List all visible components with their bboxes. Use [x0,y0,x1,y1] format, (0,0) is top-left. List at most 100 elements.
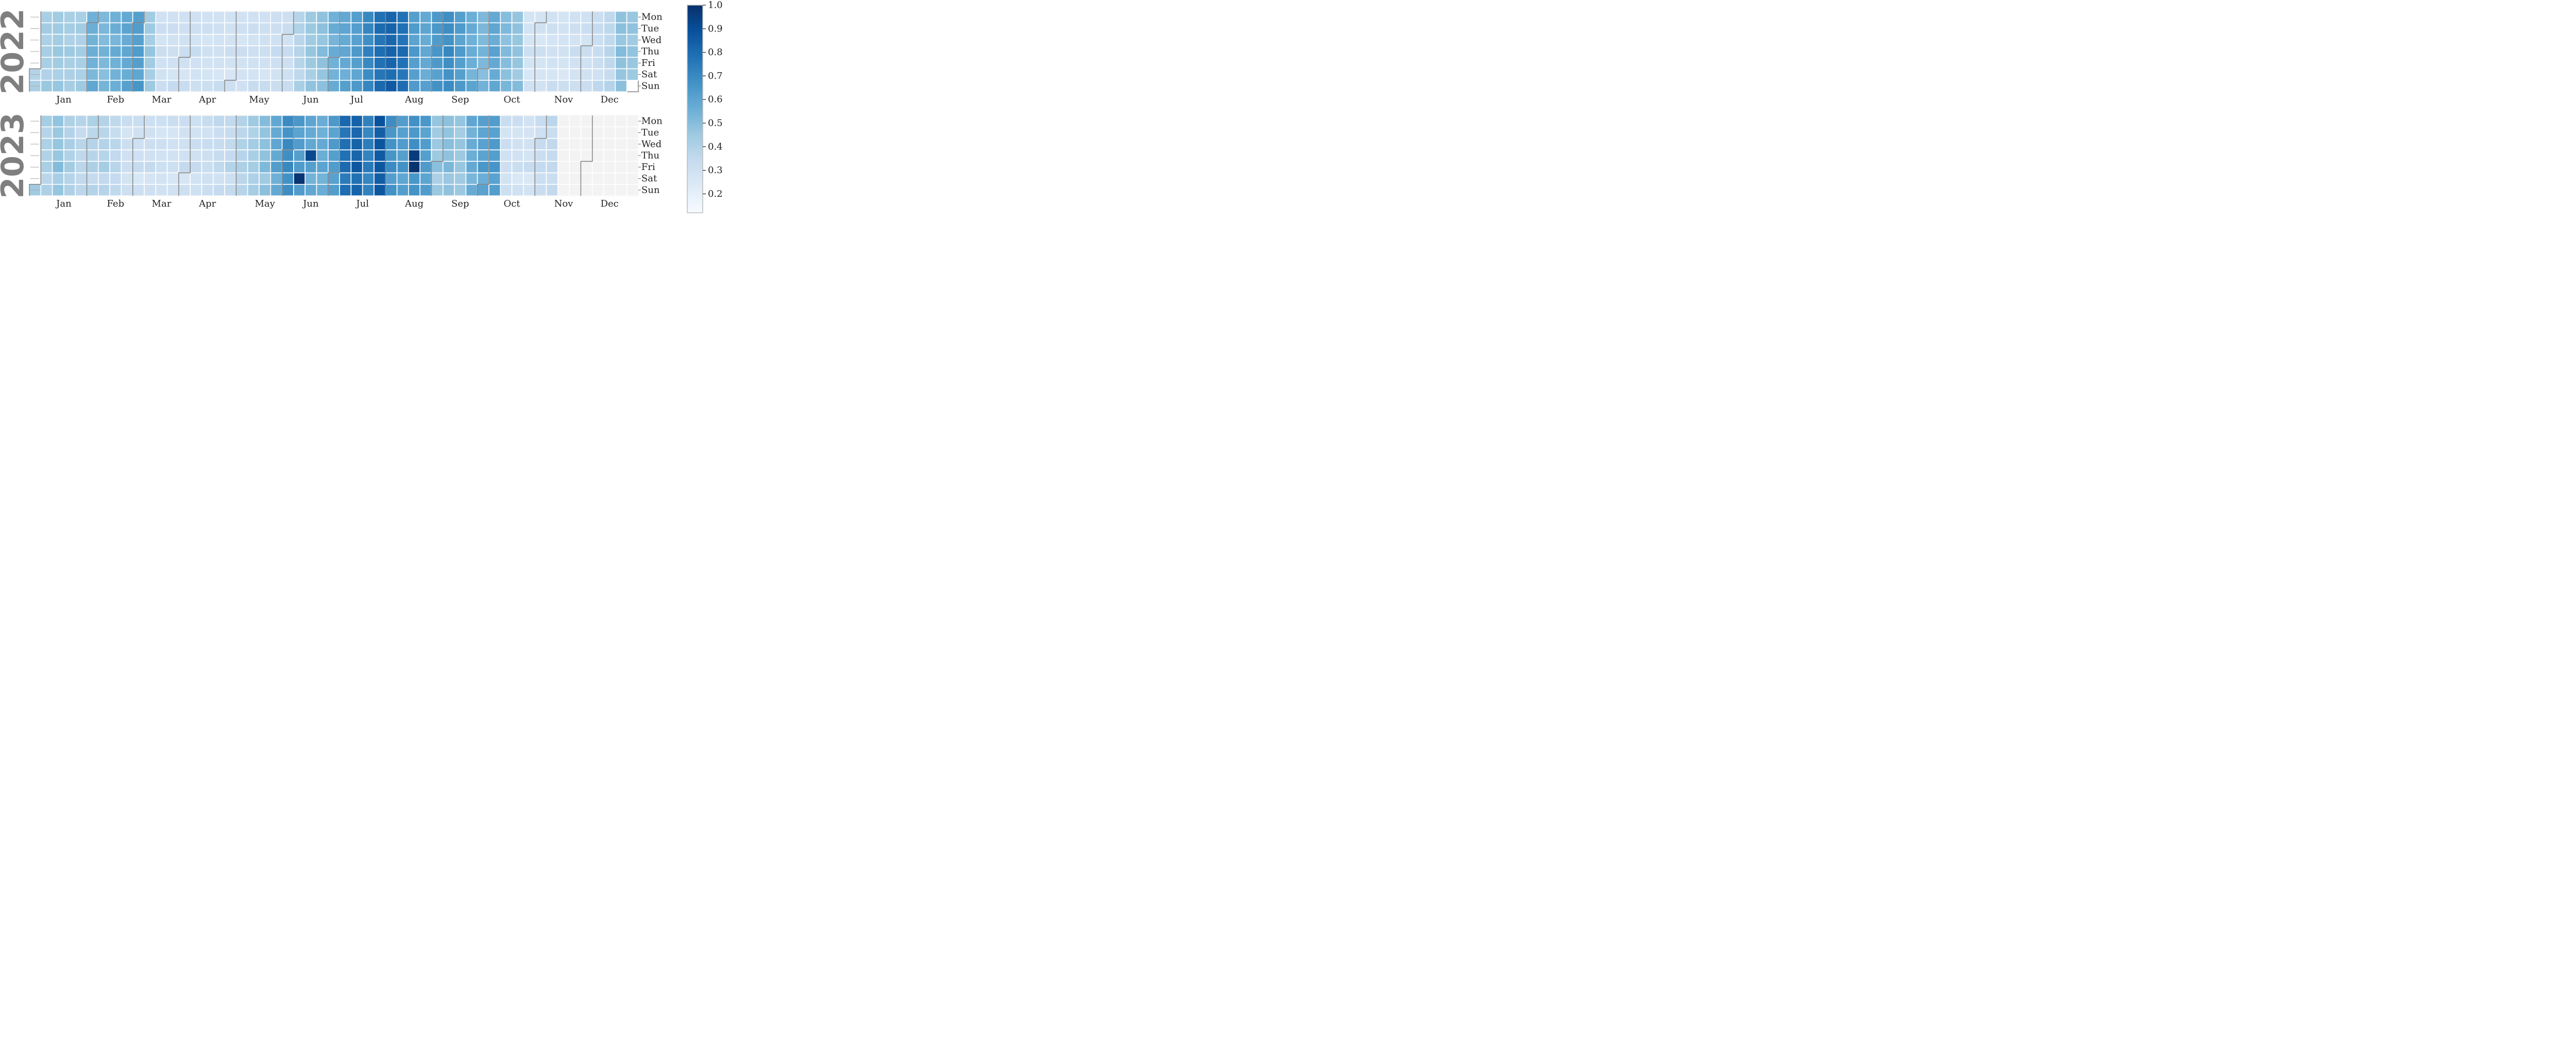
day-cell [442,115,455,128]
day-cell [374,172,386,185]
day-cell [293,57,306,70]
weekday-label-wed: Wed [641,35,662,45]
day-cell [385,138,398,150]
month-label-nov: Nov [554,198,574,209]
day-cell [431,149,444,162]
day-cell [190,68,202,81]
day-cell [580,57,593,70]
day-cell [408,68,421,81]
day-cell [408,172,421,185]
day-cell [327,80,340,92]
day-cell [75,45,88,58]
day-cell [396,57,409,70]
day-cell [580,161,593,174]
day-cell [316,80,329,92]
day-cell [419,115,432,128]
day-cell [350,22,363,35]
day-cell [190,80,202,92]
day-cell [477,68,489,81]
day-cell [511,161,524,174]
day-cell [98,45,110,58]
day-cell [465,172,478,185]
day-cell [339,80,352,92]
day-cell [419,172,432,185]
day-cell [121,149,133,162]
day-cell [603,138,616,150]
day-cell [327,11,340,24]
day-cell [304,115,317,128]
day-cell [431,33,444,46]
day-cell [591,115,604,128]
day-cell [339,68,352,81]
day-cell [270,183,283,196]
day-cell [224,126,237,139]
day-cell [40,138,53,150]
day-cell [155,33,168,46]
day-cell [293,138,306,150]
day-cell [569,68,582,81]
day-cell [626,11,639,24]
day-cell [178,183,191,196]
day-cell [477,22,489,35]
day-cell [569,57,582,70]
day-cell [178,57,191,70]
day-cell [121,68,133,81]
day-cell [569,115,582,128]
colorbar-tick-label: 0.5 [708,117,723,128]
day-cell [442,149,455,162]
day-cell [63,80,76,92]
day-cell [178,172,191,185]
day-cell [419,22,432,35]
day-cell [615,11,628,24]
day-cell [224,138,237,150]
day-cell [374,11,386,24]
day-cell [396,126,409,139]
day-cell [615,22,628,35]
day-cell [166,57,179,70]
colorbar-tick-label: 0.2 [708,189,723,199]
month-label-apr: Apr [198,198,216,209]
day-cell [442,80,455,92]
day-cell [431,68,444,81]
day-cell [362,57,375,70]
day-cell [132,149,145,162]
day-cell [615,33,628,46]
day-cell [166,115,179,128]
day-cell [465,57,478,70]
day-cell [270,45,283,58]
day-cell [212,45,225,58]
day-cell [580,183,593,196]
day-cell [247,11,260,24]
day-cell [178,149,191,162]
day-cell [546,80,558,92]
day-cell [40,11,53,24]
month-label-feb: Feb [107,94,124,105]
day-cell [442,33,455,46]
day-cell [500,45,513,58]
day-cell [591,183,604,196]
day-cell [442,126,455,139]
day-cell [603,172,616,185]
day-cell [396,172,409,185]
day-cell [132,80,145,92]
day-cell [166,161,179,174]
day-cell [374,57,386,70]
day-cell [155,161,168,174]
day-cell [75,172,88,185]
day-cell [98,149,110,162]
day-cell [259,126,272,139]
day-cell [166,183,179,196]
day-cell [201,138,214,150]
day-cell [109,183,122,196]
month-label-mar: Mar [152,198,172,209]
day-cell [350,138,363,150]
day-cell [626,22,639,35]
day-cell [546,57,558,70]
day-cell [178,45,191,58]
day-cell [121,172,133,185]
day-cell [52,149,64,162]
day-cell [304,126,317,139]
day-cell [293,172,306,185]
day-cell [224,161,237,174]
day-cell [247,80,260,92]
